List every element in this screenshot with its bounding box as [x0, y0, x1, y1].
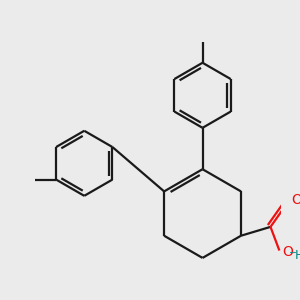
Text: H: H	[295, 249, 300, 262]
Text: O: O	[282, 245, 293, 259]
Text: −: −	[289, 248, 297, 259]
Text: O: O	[291, 193, 300, 206]
